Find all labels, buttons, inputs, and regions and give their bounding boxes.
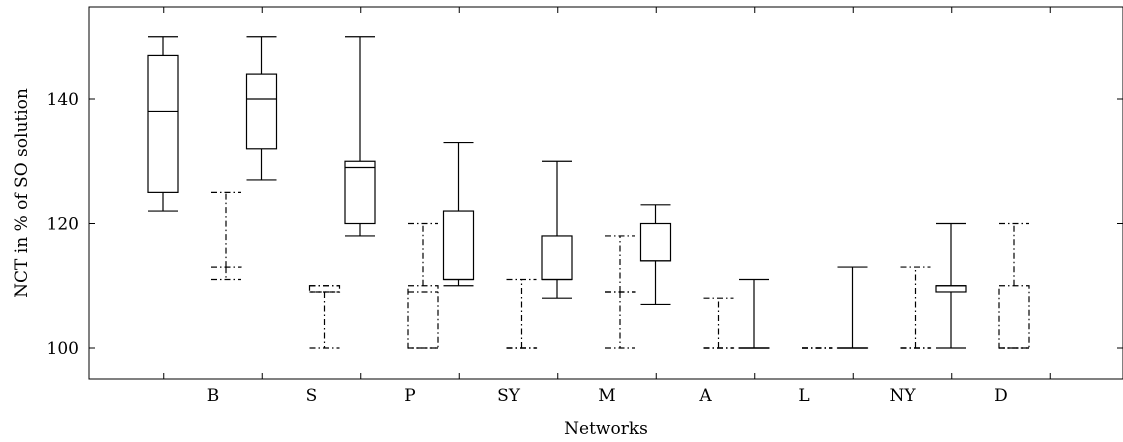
x-tick-label: L: [798, 386, 809, 406]
x-tick-label: D: [994, 386, 1008, 406]
x-tick-label: P: [404, 386, 415, 406]
box-solid-L: [738, 278, 770, 349]
box-body: [935, 285, 967, 293]
x-tick-label: NY: [889, 386, 916, 406]
box-solid-D: [935, 222, 967, 349]
y-axis-title: NCT in % of SO solution: [12, 88, 32, 298]
box-dashdot-A: [702, 297, 735, 349]
box-body: [998, 285, 1030, 349]
box-dashdot-S: [308, 285, 341, 349]
box-dashdot-P: [407, 222, 439, 349]
box-dashdot-NY: [899, 266, 932, 349]
box-dashdot-B: [210, 191, 242, 281]
box-body: [308, 285, 341, 293]
box-solid-P: [344, 36, 376, 237]
box-body: [147, 54, 179, 193]
x-axis-title: Networks: [564, 419, 648, 439]
box-solid-B: [147, 36, 179, 212]
x-axis-ticks: B S P SY M A L NY D: [163, 7, 1051, 406]
box-solid-A: [639, 204, 672, 306]
box-solid-M: [541, 160, 573, 299]
box-dashdot-M: [604, 235, 636, 349]
plot-frame: [88, 6, 1123, 380]
x-tick-label: SY: [497, 386, 521, 406]
x-tick-label: B: [207, 386, 220, 406]
box-dashdot-D: [998, 222, 1030, 349]
box-series: [147, 36, 1030, 349]
y-tick-label: 100: [47, 339, 79, 359]
box-dashdot-SY: [505, 278, 538, 349]
y-tick-label: 140: [47, 90, 79, 110]
x-tick-label: A: [698, 386, 712, 406]
x-tick-label: M: [598, 386, 615, 406]
y-tick-label: 120: [47, 215, 79, 235]
box-solid-SY: [442, 141, 475, 287]
x-tick-label: S: [306, 386, 318, 406]
box-body: [245, 73, 278, 150]
box-body: [541, 235, 573, 281]
box-body: [639, 222, 672, 262]
box-body: [407, 285, 439, 349]
box-solid-S: [245, 36, 278, 181]
box-solid-NY: [836, 266, 869, 349]
box-body: [442, 210, 475, 281]
y-axis-ticks: 100 120 140: [47, 90, 1123, 359]
box-body: [344, 160, 376, 225]
